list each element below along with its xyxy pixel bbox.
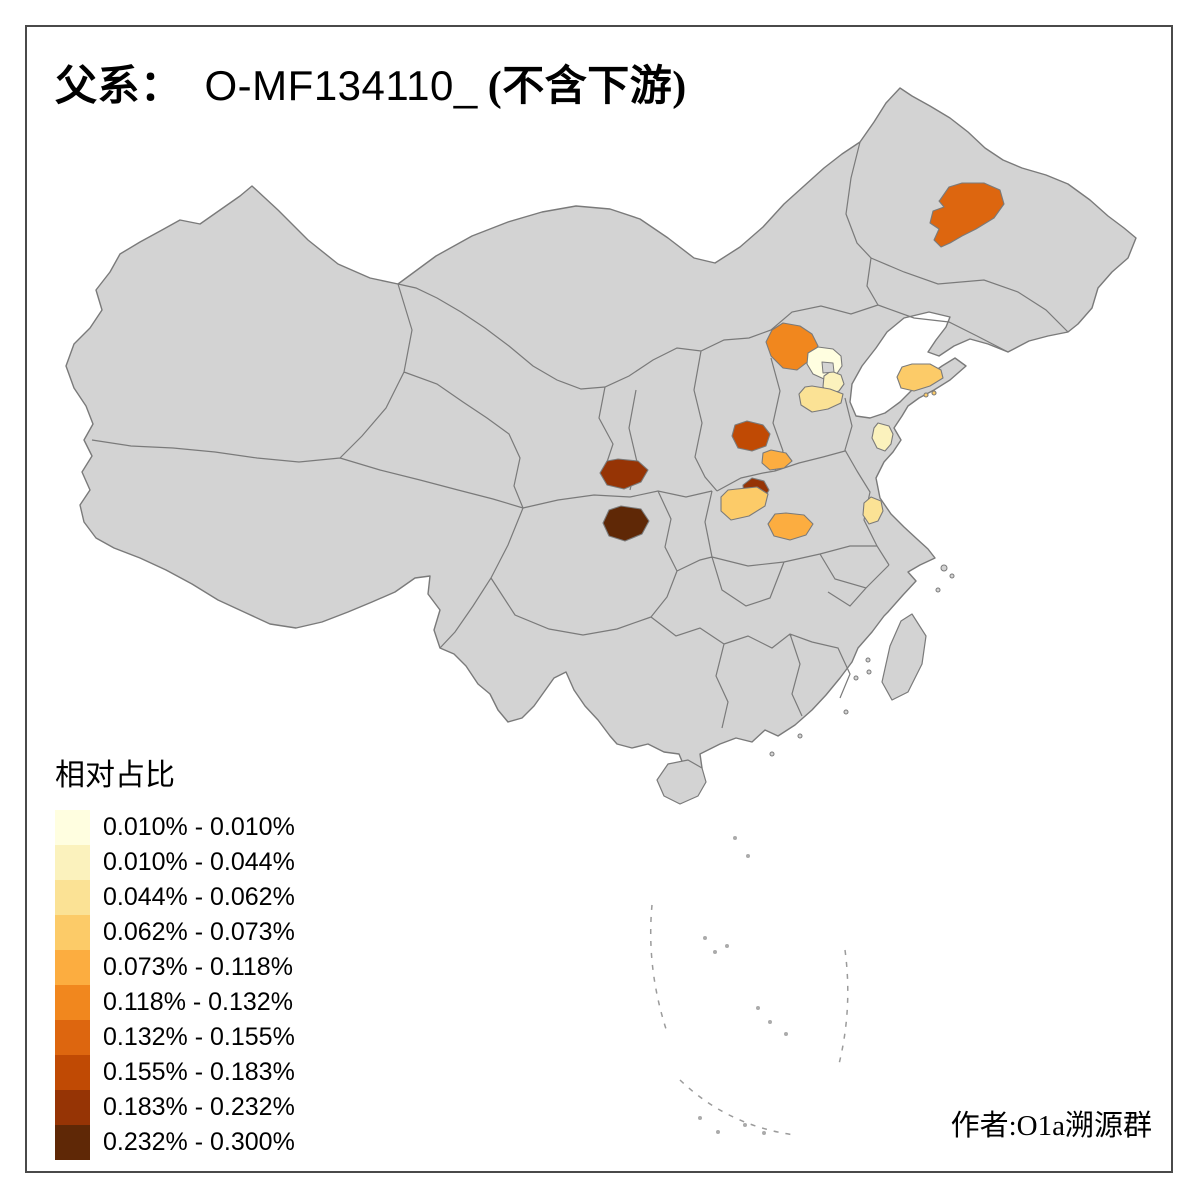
legend-entries: 0.010% - 0.010% 0.010% - 0.044% 0.044% - 0…: [55, 810, 295, 1160]
south-china-sea-islands: [698, 836, 788, 1135]
region-shanxi-southeast: [731, 420, 771, 452]
region-henan-northwest: [761, 449, 793, 471]
region-shandong-central: [871, 422, 894, 452]
legend-row: 0.062% - 0.073%: [55, 915, 295, 950]
south-china-sea-dashes: [650, 904, 849, 1136]
region-gansu-southeast: [599, 458, 649, 490]
region-shandong-peninsula-islet: [931, 390, 937, 396]
legend-row: 0.010% - 0.044%: [55, 845, 295, 880]
legend-label: 0.010% - 0.010%: [103, 813, 295, 841]
legend-row: 0.183% - 0.232%: [55, 1090, 295, 1125]
legend-label: 0.183% - 0.232%: [103, 1093, 295, 1121]
legend: 相对占比 0.010% - 0.010% 0.010% - 0.044% 0.044…: [55, 750, 295, 1160]
hainan-island: [656, 759, 707, 805]
legend-swatch: [55, 915, 90, 950]
legend-label: 0.073% - 0.118%: [103, 953, 293, 981]
legend-row: 0.044% - 0.062%: [55, 880, 295, 915]
colored-regions: [599, 182, 1005, 542]
legend-swatch: [55, 1020, 90, 1055]
beijing-inner-gray: [821, 361, 835, 374]
legend-row: 0.073% - 0.118%: [55, 950, 295, 985]
attribution: 作者:O1a溯源群: [950, 1110, 1152, 1142]
china-outline: [65, 87, 1137, 785]
legend-label: 0.062% - 0.073%: [103, 918, 295, 946]
legend-label: 0.010% - 0.044%: [103, 848, 295, 876]
region-henan-west: [720, 486, 769, 521]
legend-swatch: [55, 985, 90, 1020]
title-haplogroup-code: O-MF134110_: [204, 62, 478, 109]
legend-label: 0.132% - 0.155%: [103, 1023, 295, 1051]
legend-row: 0.155% - 0.183%: [55, 1055, 295, 1090]
region-hebei-central: [798, 385, 844, 413]
legend-label: 0.232% - 0.300%: [103, 1128, 295, 1156]
page-title: 父系： O-MF134110_ (不含下游): [55, 62, 687, 111]
region-hebei-northwest: [765, 322, 819, 371]
region-shandong-peninsula-islet: [923, 392, 929, 398]
taiwan-island: [881, 613, 927, 701]
region-gansu-south: [602, 505, 650, 542]
legend-label: 0.044% - 0.062%: [103, 883, 295, 911]
legend-row: 0.232% - 0.300%: [55, 1125, 295, 1160]
legend-row: 0.132% - 0.155%: [55, 1020, 295, 1055]
legend-title: 相对占比: [55, 759, 175, 792]
legend-swatch: [55, 880, 90, 915]
legend-swatch: [55, 845, 90, 880]
legend-row: 0.010% - 0.010%: [55, 810, 295, 845]
legend-label: 0.155% - 0.183%: [103, 1058, 295, 1086]
region-henan-south-central: [767, 512, 814, 541]
legend-label: 0.118% - 0.132%: [103, 988, 293, 1016]
legend-swatch: [55, 1090, 90, 1125]
legend-swatch: [55, 1055, 90, 1090]
province-borders: [91, 141, 1069, 729]
title-suffix: (不含下游): [487, 64, 687, 110]
legend-row: 0.118% - 0.132%: [55, 985, 295, 1020]
coastal-islands: [769, 564, 955, 757]
legend-swatch: [55, 810, 90, 845]
legend-swatch: [55, 950, 90, 985]
legend-swatch: [55, 1125, 90, 1160]
region-jiangsu-northwest: [862, 496, 884, 525]
title-prefix: 父系：: [55, 64, 183, 110]
region-shandong-peninsula: [896, 363, 944, 392]
region-heilongjiang-central: [929, 182, 1005, 248]
